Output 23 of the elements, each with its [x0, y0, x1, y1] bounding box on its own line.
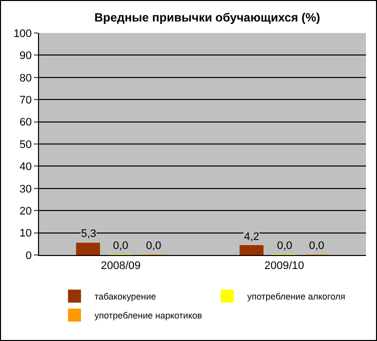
y-tick-label: 20 — [20, 205, 32, 218]
y-tick-label: 60 — [20, 116, 32, 129]
data-label: 5,3 — [81, 228, 96, 240]
data-label: 0,0 — [309, 240, 324, 252]
legend-label: табакокурение — [94, 292, 156, 302]
chart-title: Вредные привычки обучающихся (%) — [94, 10, 320, 24]
data-label: 4,2 — [244, 231, 260, 243]
y-tick-label: 40 — [20, 161, 32, 174]
y-tick-label: 100 — [13, 28, 32, 40]
x-tick-label: 2008/09 — [100, 260, 141, 272]
legend-label: употребление наркотиков — [94, 310, 202, 321]
y-tick-label: 80 — [20, 72, 32, 84]
y-tick-label: 50 — [20, 138, 32, 151]
x-tick-label: 2009/10 — [264, 260, 304, 272]
legend-label: употребление алкоголя — [247, 292, 346, 302]
y-tick-label: 90 — [20, 50, 32, 62]
data-label: 0,0 — [146, 240, 162, 252]
y-tick-label: 0 — [26, 250, 32, 262]
data-label: 0,0 — [113, 240, 128, 252]
y-tick-label: 70 — [20, 94, 32, 106]
data-label: 0,0 — [277, 240, 292, 252]
y-tick-label: 30 — [20, 183, 32, 196]
y-tick-label: 10 — [20, 228, 32, 240]
